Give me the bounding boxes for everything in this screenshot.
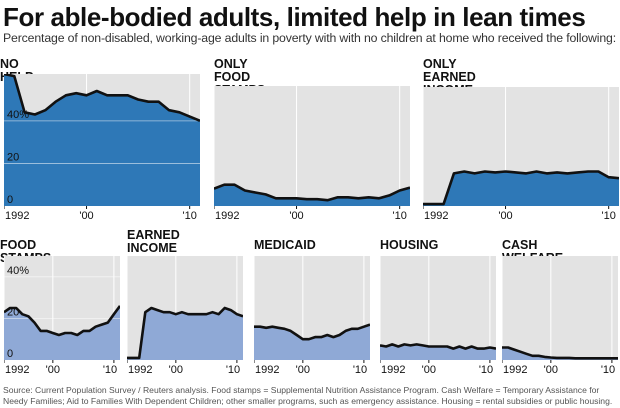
- x-tick-label: '10: [393, 210, 407, 222]
- area-chart-earned-income-tax-credit: 1992 '00 '10: [127, 256, 243, 376]
- series-line: [502, 346, 618, 360]
- area-chart-medicaid: 1992 '00 '10: [254, 256, 370, 376]
- x-tick-label: 1992: [128, 364, 152, 376]
- x-tick-label: '00: [79, 210, 93, 222]
- x-tick-label: 1992: [5, 364, 29, 376]
- x-tick-label: '10: [103, 364, 117, 376]
- x-tick-label: '00: [498, 210, 512, 222]
- area-fill: [4, 305, 120, 360]
- series-line: [127, 306, 243, 360]
- series-line: [423, 170, 619, 206]
- area-fill: [502, 347, 618, 360]
- area-chart-only-food-stamps: 1992 '00 '10: [214, 86, 410, 222]
- plot-background: [502, 256, 618, 360]
- y-tick-label: 0: [7, 194, 13, 206]
- series-line: [214, 183, 410, 202]
- x-tick-label: '00: [169, 364, 183, 376]
- x-tick-label: '00: [289, 210, 303, 222]
- y-tick-label: 0: [7, 348, 13, 360]
- area-chart-food-stamps: 0 20 40% 1992 '00 '10: [4, 256, 120, 376]
- plot-background: [214, 86, 410, 206]
- y-tick-label: 40%: [7, 265, 29, 277]
- plot-background: [380, 256, 496, 360]
- x-tick-label: '10: [353, 364, 367, 376]
- x-tick-label: 1992: [503, 364, 527, 376]
- panel-title: MEDICAID: [254, 238, 316, 252]
- area-fill: [423, 171, 619, 206]
- area-fill: [214, 184, 410, 206]
- area-fill: [4, 74, 200, 206]
- x-tick-label: '10: [602, 210, 616, 222]
- x-tick-label: '00: [46, 364, 60, 376]
- x-tick-label: 1992: [5, 210, 29, 222]
- x-tick-label: '10: [226, 364, 240, 376]
- series-line: [254, 323, 370, 341]
- x-tick-label: '00: [544, 364, 558, 376]
- y-tick-label: 20: [7, 151, 19, 163]
- area-chart-only-earned-income-tax-credit: 1992 '00 '10: [423, 87, 619, 222]
- x-tick-label: 1992: [255, 364, 279, 376]
- y-tick-label: 40%: [7, 109, 29, 121]
- x-tick-label: 1992: [424, 210, 448, 222]
- series-line: [380, 343, 496, 350]
- x-tick-label: '00: [422, 364, 436, 376]
- series-line: [4, 74, 200, 123]
- area-chart-no-help: 0 20 40% 1992 '00 '10: [4, 74, 200, 222]
- area-fill: [127, 308, 243, 360]
- panel-title: HOUSING: [380, 238, 439, 252]
- x-tick-label: '10: [479, 364, 493, 376]
- page-title: For able-bodied adults, limited help in …: [3, 2, 586, 32]
- x-tick-label: '10: [601, 364, 615, 376]
- source-note: Source: Current Population Survey / Reut…: [3, 385, 613, 406]
- x-tick-label: 1992: [381, 364, 405, 376]
- area-fill: [254, 324, 370, 360]
- area-chart-cash-welfare: 1992 '00 '10: [502, 256, 618, 376]
- series-line: [4, 305, 120, 337]
- x-tick-label: '00: [296, 364, 310, 376]
- page-subtitle: Percentage of non-disabled, working-age …: [3, 31, 616, 45]
- area-chart-housing: 1992 '00 '10: [380, 256, 496, 376]
- x-tick-label: 1992: [215, 210, 239, 222]
- x-tick-label: '10: [183, 210, 197, 222]
- y-tick-label: 20: [7, 306, 19, 318]
